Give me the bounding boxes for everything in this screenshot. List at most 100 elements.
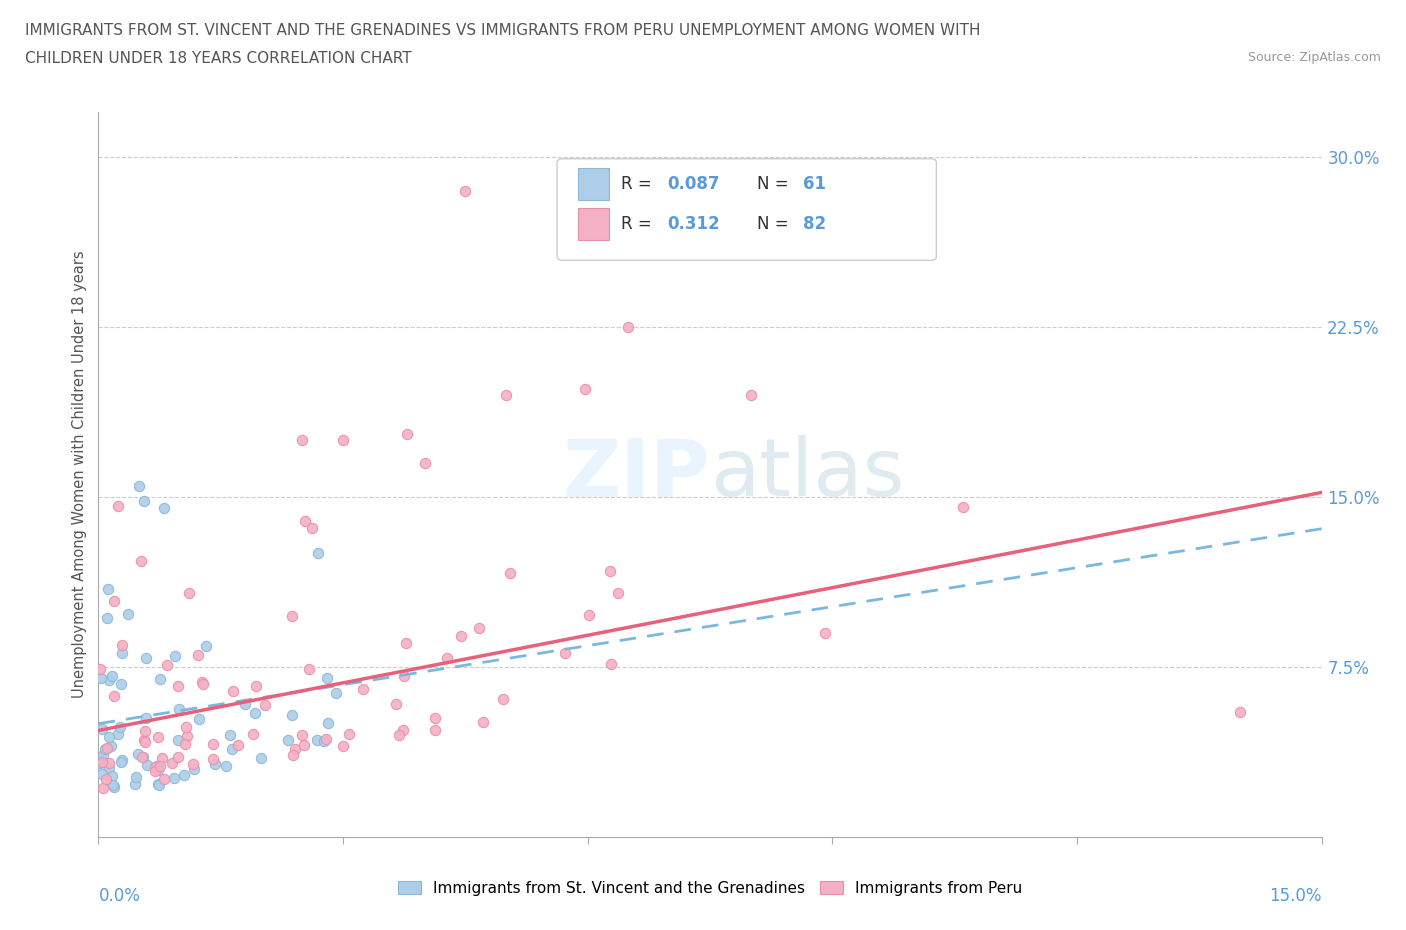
Point xyxy=(98,730,121,745)
Point xyxy=(132,750,155,764)
Point xyxy=(149,759,172,774)
Point xyxy=(436,650,458,665)
Point xyxy=(316,671,339,685)
Point xyxy=(131,750,153,764)
Point xyxy=(395,426,418,441)
Point xyxy=(124,777,146,791)
Point xyxy=(245,678,267,693)
FancyBboxPatch shape xyxy=(578,207,609,240)
Point xyxy=(125,769,148,784)
Point xyxy=(307,546,329,561)
Point xyxy=(254,698,277,712)
Point xyxy=(187,711,209,726)
Point xyxy=(325,685,347,700)
Point xyxy=(91,781,114,796)
FancyBboxPatch shape xyxy=(578,167,609,201)
Point xyxy=(111,752,134,767)
Point xyxy=(337,726,360,741)
Text: IMMIGRANTS FROM ST. VINCENT AND THE GRENADINES VS IMMIGRANTS FROM PERU UNEMPLOYM: IMMIGRANTS FROM ST. VINCENT AND THE GREN… xyxy=(25,23,981,38)
Point xyxy=(195,638,218,653)
Point xyxy=(91,747,114,762)
Point xyxy=(111,637,134,652)
Point xyxy=(301,521,323,536)
Point xyxy=(204,756,226,771)
Text: N =: N = xyxy=(756,175,793,193)
Text: 82: 82 xyxy=(803,215,827,233)
Point xyxy=(134,734,156,749)
Point xyxy=(103,594,125,609)
FancyBboxPatch shape xyxy=(557,159,936,260)
Point xyxy=(143,759,166,774)
Point xyxy=(117,606,139,621)
Point xyxy=(129,554,152,569)
Point xyxy=(392,723,415,737)
Y-axis label: Unemployment Among Women with Children Under 18 years: Unemployment Among Women with Children U… xyxy=(72,250,87,698)
Point xyxy=(136,758,159,773)
Point xyxy=(96,741,118,756)
Text: R =: R = xyxy=(620,175,657,193)
Point xyxy=(132,733,155,748)
Point xyxy=(89,755,111,770)
Point xyxy=(107,726,129,741)
Point xyxy=(413,456,436,471)
Text: R =: R = xyxy=(620,215,657,233)
Point xyxy=(284,742,307,757)
Point xyxy=(149,671,172,686)
Point xyxy=(578,607,600,622)
Point xyxy=(574,382,596,397)
Point xyxy=(132,494,155,509)
Point xyxy=(110,754,132,769)
Point xyxy=(554,645,576,660)
Point xyxy=(89,661,111,676)
Point xyxy=(183,762,205,777)
Point xyxy=(135,711,157,725)
Point xyxy=(90,671,112,685)
Point xyxy=(163,648,186,663)
Point xyxy=(952,499,974,514)
Point xyxy=(146,759,169,774)
Text: N =: N = xyxy=(756,215,793,233)
Point xyxy=(173,737,195,751)
Point xyxy=(91,754,114,769)
Point xyxy=(814,625,837,640)
Point xyxy=(281,708,304,723)
Point xyxy=(107,498,129,513)
Point xyxy=(90,766,112,781)
Point xyxy=(233,697,256,711)
Point xyxy=(190,675,212,690)
Point xyxy=(454,183,477,198)
Point xyxy=(472,714,495,729)
Point xyxy=(291,727,314,742)
Point xyxy=(228,738,250,753)
Point xyxy=(152,771,174,786)
Point xyxy=(312,734,335,749)
Point xyxy=(201,737,224,751)
Point xyxy=(292,737,315,752)
Point xyxy=(98,755,121,770)
Point xyxy=(173,768,195,783)
Point xyxy=(103,689,125,704)
Point xyxy=(392,669,415,684)
Point xyxy=(249,751,271,765)
Point xyxy=(307,733,329,748)
Point xyxy=(176,729,198,744)
Point xyxy=(316,715,339,730)
Point xyxy=(600,657,623,671)
Point xyxy=(221,742,243,757)
Point xyxy=(214,759,236,774)
Text: 0.087: 0.087 xyxy=(668,175,720,193)
Point xyxy=(277,733,299,748)
Point xyxy=(222,684,245,698)
Point xyxy=(100,738,122,753)
Point xyxy=(495,388,517,403)
Point xyxy=(467,620,489,635)
Point xyxy=(384,697,406,711)
Point xyxy=(143,764,166,778)
Point xyxy=(100,769,122,784)
Point xyxy=(492,692,515,707)
Point xyxy=(148,778,170,793)
Point xyxy=(110,677,132,692)
Point xyxy=(352,682,374,697)
Point xyxy=(146,763,169,777)
Point xyxy=(599,564,621,578)
